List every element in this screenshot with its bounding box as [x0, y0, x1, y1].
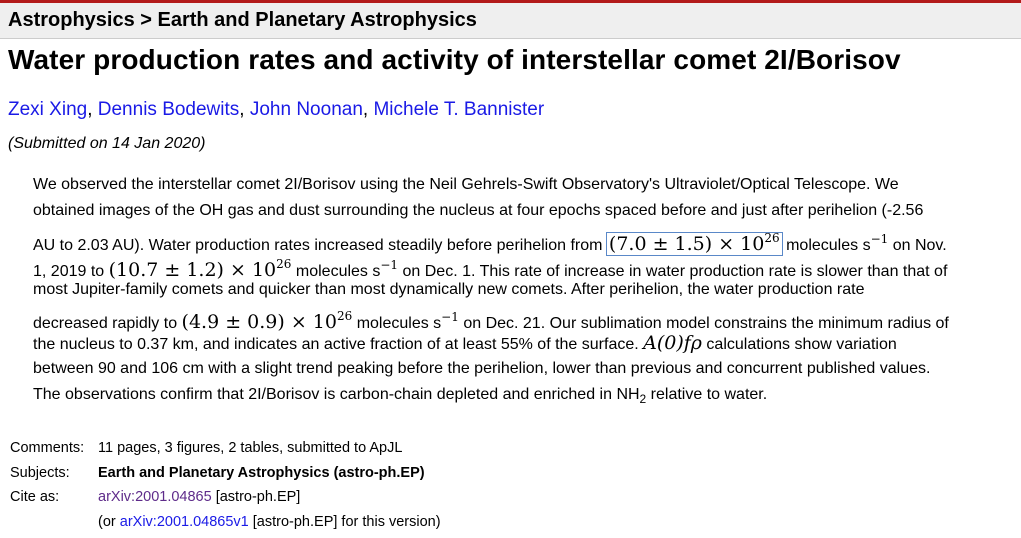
- version-row: (or arXiv:2001.04865v1 [astro-ph.EP] for…: [8, 510, 443, 535]
- math-water-rate-dec1: (10.7 ± 1.2) × 1026: [108, 256, 292, 281]
- author-separator: ,: [239, 99, 250, 120]
- subjects-label: Subjects:: [10, 464, 70, 481]
- abstract-line: 1, 2019 to (10.7 ± 1.2) × 1026 molecules…: [33, 256, 948, 281]
- math-water-rate-nov: (7.0 ± 1.5) × 1026: [605, 230, 783, 256]
- cite-arxiv-link[interactable]: arXiv:2001.04865: [98, 489, 212, 506]
- author-link[interactable]: Michele T. Bannister: [373, 99, 545, 120]
- author-link[interactable]: Dennis Bodewits: [97, 99, 240, 120]
- author-list: Zexi Xing, Dennis Bodewits, John Noonan,…: [8, 99, 544, 121]
- paper-title: Water production rates and activity of i…: [8, 44, 901, 75]
- abstract-line: We observed the interstellar comet 2I/Bo…: [33, 176, 899, 193]
- comments-label: Comments:: [10, 440, 85, 457]
- abstract-line: the nucleus to 0.37 km, and indicates an…: [33, 331, 897, 354]
- abstract-line: obtained images of the OH gas and dust s…: [33, 202, 924, 220]
- cite-value: arXiv:2001.04865 [astro-ph.EP]: [98, 489, 301, 506]
- abstract-line: AU to 2.03 AU). Water production rates i…: [33, 230, 947, 256]
- abstract-line: decreased rapidly to (4.9 ± 0.9) × 1026 …: [33, 309, 949, 334]
- abstract-line: most Jupiter-family comets and quicker t…: [33, 281, 865, 299]
- breadcrumb: Astrophysics > Earth and Planetary Astro…: [8, 9, 477, 31]
- comments-value: 11 pages, 3 figures, 2 tables, submitted…: [98, 440, 403, 457]
- comments-row: Comments: 11 pages, 3 figures, 2 tables,…: [8, 436, 443, 461]
- header-bar: Astrophysics > Earth and Planetary Astro…: [0, 3, 1021, 39]
- abstract-line: between 90 and 106 cm with a slight tren…: [33, 360, 931, 378]
- abstract-line: The observations confirm that 2I/Borisov…: [33, 386, 768, 407]
- abstract: We observed the interstellar comet 2I/Bo…: [33, 172, 995, 409]
- author-link[interactable]: John Noonan: [249, 99, 363, 120]
- author-separator: ,: [87, 99, 98, 120]
- version-value: (or arXiv:2001.04865v1 [astro-ph.EP] for…: [98, 513, 441, 530]
- subjects-row: Subjects: Earth and Planetary Astrophysi…: [8, 461, 443, 486]
- metadata-table: Comments: 11 pages, 3 figures, 2 tables,…: [8, 436, 443, 534]
- math-afrho: A(0)fρ: [643, 331, 702, 354]
- author-link[interactable]: Zexi Xing: [8, 99, 88, 120]
- cite-row: Cite as: arXiv:2001.04865 [astro-ph.EP]: [8, 485, 443, 510]
- subjects-value: Earth and Planetary Astrophysics (astro-…: [98, 464, 425, 481]
- author-separator: ,: [362, 99, 374, 120]
- math-water-rate-dec21: (4.9 ± 0.9) × 1026: [181, 309, 353, 334]
- cite-label: Cite as:: [10, 489, 60, 506]
- accent-top-line: [0, 0, 1021, 3]
- version-arxiv-link[interactable]: arXiv:2001.04865v1: [119, 513, 249, 530]
- submission-date: (Submitted on 14 Jan 2020): [8, 135, 206, 152]
